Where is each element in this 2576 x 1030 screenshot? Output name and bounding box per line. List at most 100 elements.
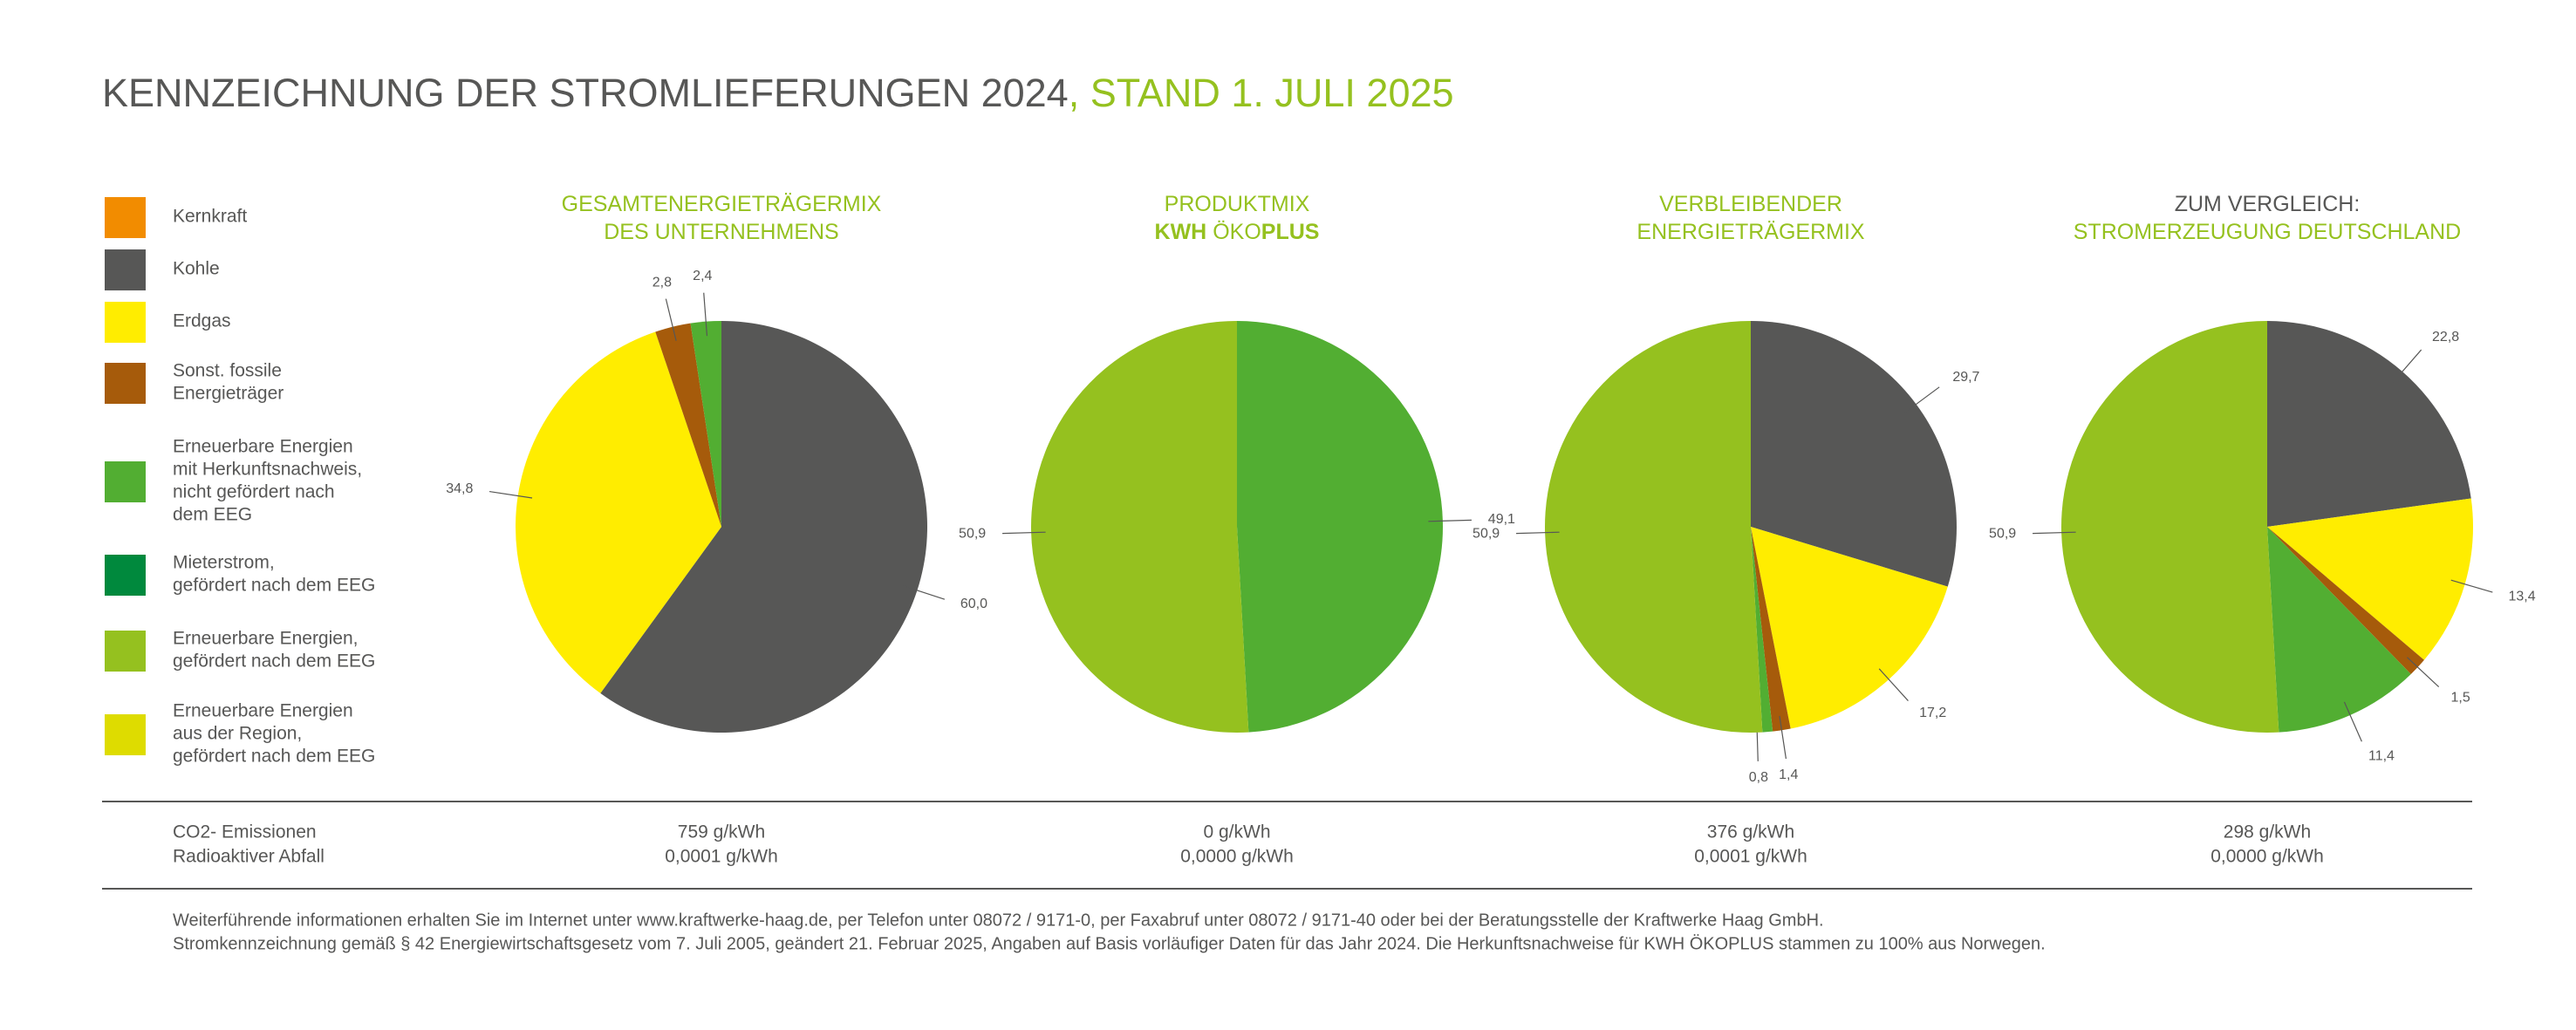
emission-value: 0,0000 g/kWh — [1180, 847, 1294, 867]
legend-label: mit Herkunftsnachweis, — [173, 460, 362, 480]
value-label: 50,9 — [1989, 526, 2016, 541]
value-label: 0,8 — [1749, 770, 1768, 785]
value-label: 11,4 — [2368, 749, 2395, 764]
legend-swatch — [105, 249, 146, 290]
value-label: 1,4 — [1779, 767, 1798, 782]
pie-slice — [1751, 527, 1948, 729]
chart-title: STROMERZEUGUNG DEUTSCHLAND — [2074, 220, 2461, 244]
leader-line — [1516, 531, 1560, 535]
pie-slice — [1030, 321, 1249, 733]
value-label: 49,1 — [1488, 512, 1515, 527]
value-label: 34,8 — [446, 481, 473, 496]
title-part: PRODUKTMIX — [1165, 192, 1310, 216]
value-label: 60,0 — [960, 597, 987, 611]
leader-line — [1002, 531, 1046, 535]
legend-label: gefördert nach dem EEG — [173, 747, 375, 767]
legend-label: gefördert nach dem EEG — [173, 651, 375, 672]
value-label: 17,2 — [1919, 706, 1946, 720]
legend-label: Erneuerbare Energien — [173, 437, 353, 457]
pie-slice — [2267, 498, 2473, 660]
legend-label: dem EEG — [173, 505, 252, 525]
title-part: GESAMTENERGIETRÄGERMIX — [562, 192, 882, 216]
leader-line — [2343, 701, 2362, 742]
title-part: STROMERZEUGUNG DEUTSCHLAND — [2074, 220, 2461, 244]
emission-value: 298 g/kWh — [2224, 822, 2311, 842]
emission-label: Radioaktiver Abfall — [173, 847, 325, 867]
legend-label: Kernkraft — [173, 207, 247, 227]
title-date: , STAND 1. JULI 2025 — [1069, 71, 1454, 115]
leader-line — [1903, 386, 1940, 413]
legend-swatch — [105, 631, 146, 672]
legend-label: Erneuerbare Energien, — [173, 629, 358, 649]
leader-line — [903, 585, 946, 600]
emission-value: 376 g/kWh — [1707, 822, 1794, 842]
pie-slice — [1751, 527, 1791, 732]
legend-label: Energieträger — [173, 384, 284, 404]
emission-value: 0,0001 g/kWh — [665, 847, 778, 867]
value-label: 22,8 — [2432, 330, 2459, 344]
pie-slice — [1751, 321, 1957, 587]
chart-title: ENERGIETRÄGERMIX — [1636, 220, 1864, 244]
legend-label: nicht gefördert nach — [173, 482, 335, 502]
title-part: ZUM VERGLEICH: — [2175, 192, 2361, 216]
leader-line — [2450, 579, 2493, 593]
pie-slice — [516, 331, 721, 693]
emission-label: CO2- Emissionen — [173, 822, 317, 842]
legend-label: Mieterstrom, — [173, 553, 275, 573]
legend-label: Erneuerbare Energien — [173, 701, 353, 721]
leader-line — [2392, 349, 2422, 383]
legend-label: Kohle — [173, 259, 220, 279]
legend-swatch — [105, 363, 146, 404]
value-label: 29,7 — [1952, 370, 1979, 385]
leader-line — [1878, 668, 1909, 701]
leader-line — [703, 292, 708, 337]
title-part: VERBLEIBENDER — [1659, 192, 1842, 216]
footnote: Weiterführende informationen erhalten Si… — [173, 911, 1824, 930]
value-label: 1,5 — [2451, 691, 2470, 706]
legend-label: Erdgas — [173, 311, 231, 331]
leader-line — [665, 298, 677, 341]
pie-slice — [2267, 321, 2471, 527]
title-part: ÖKO — [1206, 220, 1261, 244]
title-part: ENERGIETRÄGERMIX — [1636, 220, 1864, 244]
leader-line — [2033, 531, 2076, 535]
leader-line — [489, 490, 533, 499]
footnote: Stromkennzeichnung gemäß § 42 Energiewir… — [173, 934, 2046, 953]
chart-title: KWH ÖKOPLUS — [1155, 220, 1320, 244]
title-part: DES UNTERNEHMENS — [604, 220, 838, 244]
pie-slice — [1237, 321, 1443, 733]
emission-value: 0,0001 g/kWh — [1694, 847, 1807, 867]
legend-swatch — [105, 555, 146, 596]
pie-slice — [600, 321, 927, 733]
value-label: 2,8 — [653, 275, 672, 290]
title-part: KWH — [1155, 220, 1207, 244]
legend-swatch — [105, 302, 146, 343]
legend-label: gefördert nach dem EEG — [173, 576, 375, 596]
chart-title: ZUM VERGLEICH: — [2175, 192, 2361, 216]
chart-title: VERBLEIBENDER — [1659, 192, 1842, 216]
pie-slice — [1544, 321, 1763, 733]
chart-title: DES UNTERNEHMENS — [604, 220, 838, 244]
value-label: 2,4 — [693, 269, 712, 283]
title-part: PLUS — [1261, 220, 1320, 244]
pie-slice — [655, 323, 721, 527]
pie-slice — [2267, 527, 2411, 733]
emission-value: 0,0000 g/kWh — [2210, 847, 2324, 867]
legend-label: aus der Region, — [173, 724, 302, 744]
emission-value: 0 g/kWh — [1203, 822, 1270, 842]
legend-label: Sonst. fossile — [173, 361, 282, 381]
value-label: 13,4 — [2508, 590, 2535, 604]
chart-title: PRODUKTMIX — [1165, 192, 1310, 216]
title-main: KENNZEICHNUNG DER STROMLIEFERUNGEN 2024 — [102, 71, 1069, 115]
value-label: 50,9 — [1472, 526, 1500, 541]
page-title: KENNZEICHNUNG DER STROMLIEFERUNGEN 2024,… — [102, 71, 1454, 115]
value-label: 50,9 — [959, 526, 986, 541]
legend-swatch — [105, 461, 146, 502]
chart-title: GESAMTENERGIETRÄGERMIX — [562, 192, 882, 216]
leader-line — [1428, 519, 1472, 522]
legend-swatch — [105, 197, 146, 238]
pie-slice — [690, 321, 721, 527]
emission-value: 759 g/kWh — [678, 822, 765, 842]
leader-line — [2407, 657, 2440, 687]
